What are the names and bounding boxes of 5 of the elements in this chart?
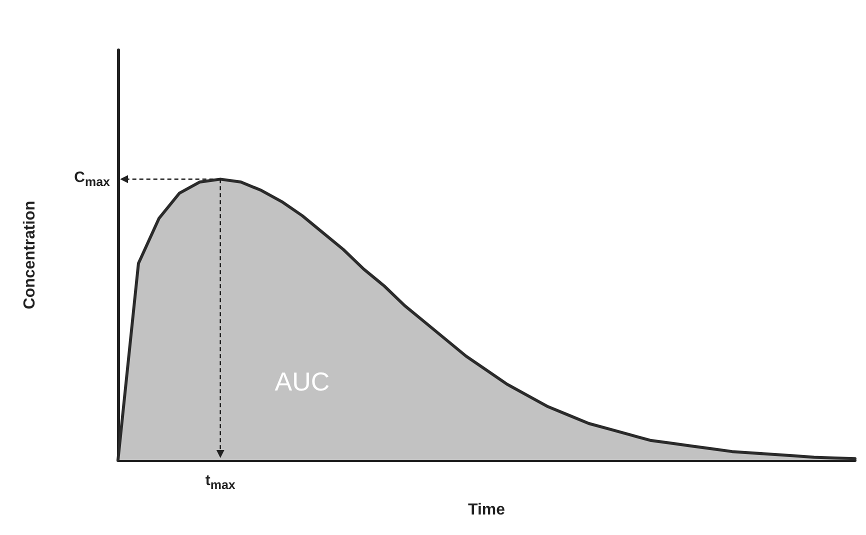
y-axis-title: Concentration <box>22 200 38 310</box>
x-axis-title: Time <box>468 502 506 518</box>
text: C$_{max}$ <box>74 169 110 190</box>
text: t$_{max}$ <box>205 472 236 492</box>
annotation: AUC <box>274 366 330 396</box>
